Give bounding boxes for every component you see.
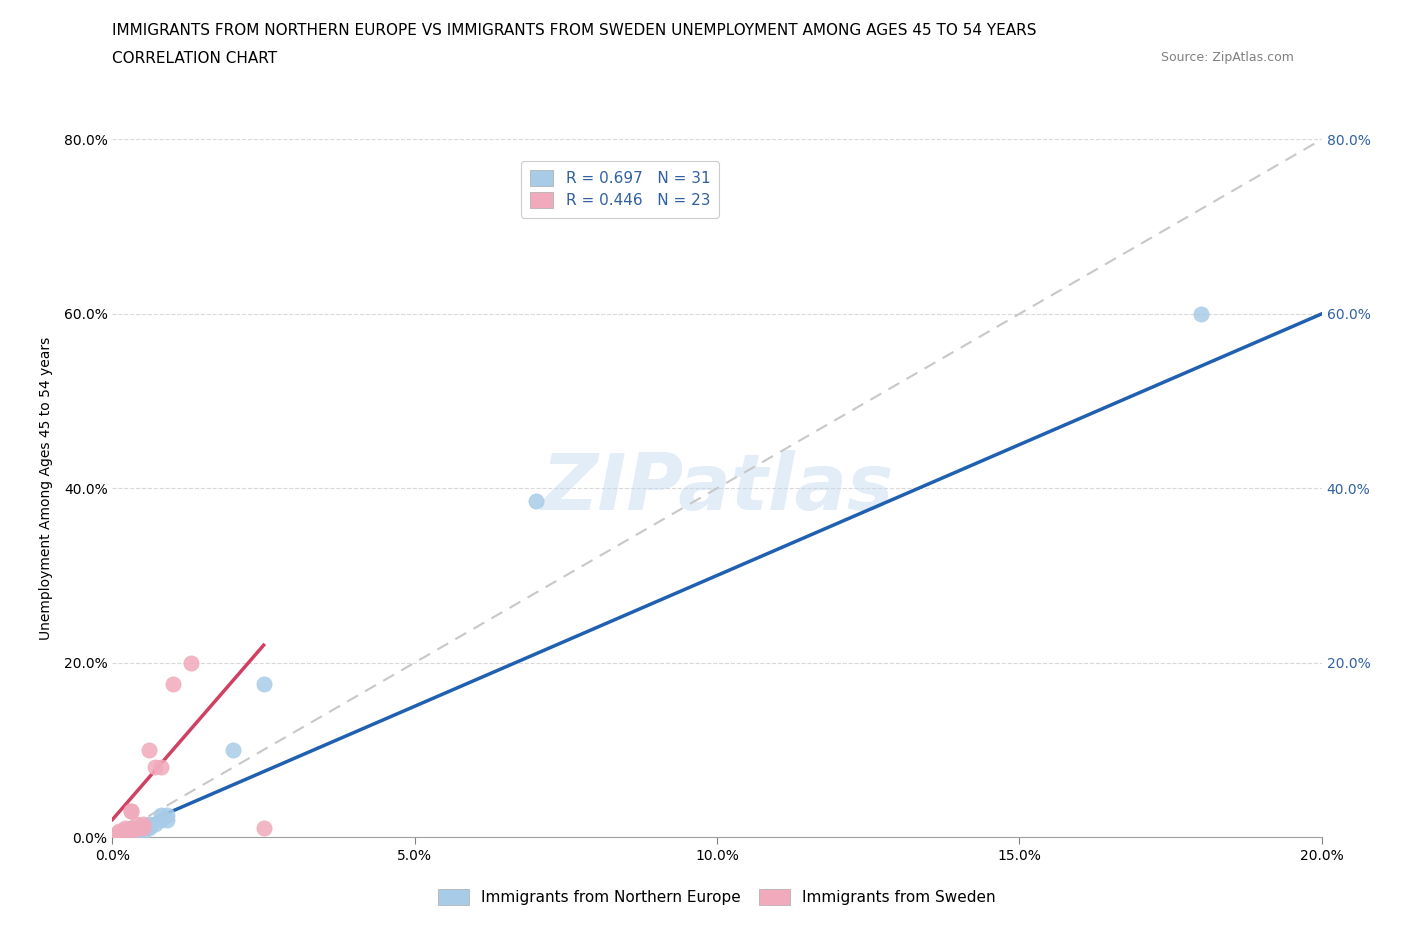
- Point: [149, 760, 172, 775]
- Point: [149, 808, 172, 823]
- Point: [1189, 307, 1212, 322]
- Point: [104, 828, 127, 843]
- Point: [107, 825, 129, 840]
- Point: [120, 804, 142, 818]
- Point: [120, 821, 142, 836]
- Point: [120, 825, 142, 840]
- Point: [125, 821, 148, 836]
- Point: [132, 817, 155, 831]
- Point: [253, 821, 276, 836]
- Point: [156, 808, 179, 823]
- Text: CORRELATION CHART: CORRELATION CHART: [112, 51, 277, 66]
- Y-axis label: Unemployment Among Ages 45 to 54 years: Unemployment Among Ages 45 to 54 years: [38, 337, 52, 640]
- Point: [132, 821, 155, 836]
- Point: [107, 823, 129, 838]
- Point: [180, 656, 202, 671]
- Point: [120, 825, 142, 840]
- Point: [125, 823, 148, 838]
- Point: [107, 828, 129, 843]
- Point: [114, 821, 136, 836]
- Point: [120, 828, 142, 843]
- Point: [107, 828, 129, 843]
- Point: [120, 823, 142, 838]
- Legend: Immigrants from Northern Europe, Immigrants from Sweden: Immigrants from Northern Europe, Immigra…: [430, 882, 1004, 913]
- Point: [114, 828, 136, 843]
- Point: [120, 821, 142, 836]
- Point: [138, 742, 160, 757]
- Text: ZIPatlas: ZIPatlas: [541, 450, 893, 526]
- Point: [156, 812, 179, 827]
- Point: [107, 827, 129, 842]
- Point: [132, 821, 155, 836]
- Point: [114, 825, 136, 840]
- Point: [114, 827, 136, 842]
- Text: Source: ZipAtlas.com: Source: ZipAtlas.com: [1160, 51, 1294, 64]
- Point: [138, 817, 160, 831]
- Point: [114, 827, 136, 842]
- Point: [162, 677, 184, 692]
- Point: [114, 825, 136, 840]
- Point: [524, 494, 547, 509]
- Point: [114, 823, 136, 838]
- Point: [114, 823, 136, 838]
- Point: [107, 829, 129, 844]
- Point: [138, 818, 160, 833]
- Point: [253, 677, 276, 692]
- Point: [149, 812, 172, 827]
- Point: [143, 760, 166, 775]
- Point: [120, 804, 142, 818]
- Point: [107, 825, 129, 840]
- Point: [104, 827, 127, 842]
- Point: [132, 825, 155, 840]
- Point: [125, 817, 148, 831]
- Point: [143, 817, 166, 831]
- Point: [125, 821, 148, 836]
- Point: [125, 825, 148, 840]
- Point: [138, 821, 160, 836]
- Point: [114, 829, 136, 844]
- Point: [107, 827, 129, 842]
- Text: IMMIGRANTS FROM NORTHERN EUROPE VS IMMIGRANTS FROM SWEDEN UNEMPLOYMENT AMONG AGE: IMMIGRANTS FROM NORTHERN EUROPE VS IMMIG…: [112, 23, 1038, 38]
- Point: [222, 742, 245, 757]
